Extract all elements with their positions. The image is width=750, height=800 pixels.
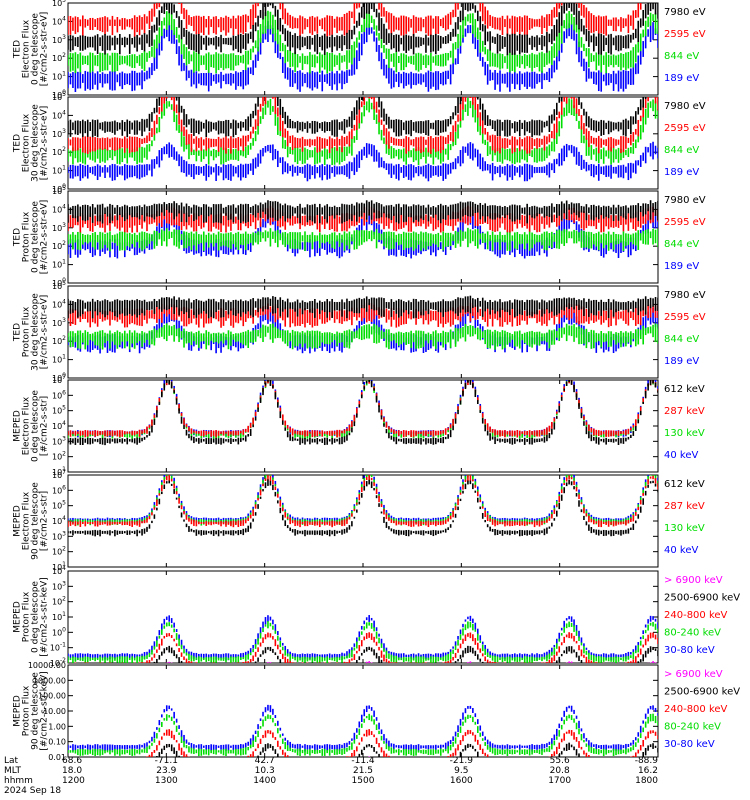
legend-entry: 189 eV — [664, 261, 699, 272]
y-tick-label: 103 — [52, 435, 66, 446]
y-tick-label: 103 — [52, 34, 66, 45]
y-tick-label: 102 — [52, 240, 66, 251]
series-2595-eV — [68, 3, 642, 37]
y-tick-label: 103 — [52, 128, 66, 139]
y-tick-label: 105 — [52, 91, 66, 102]
legend-entry: 7980 eV — [664, 7, 706, 18]
y-tick-label: 105 — [52, 280, 66, 291]
series-287-keV — [68, 380, 658, 438]
panel-frame — [67, 379, 659, 473]
series-189-eV — [68, 141, 658, 182]
legend-entry: 40 keV — [664, 450, 698, 461]
legend-entry: 844 eV — [664, 145, 699, 156]
y-axis-label: TEDProton Flux30 deg telescope[#/cm2-s-s… — [13, 293, 50, 371]
legend-entry: 189 eV — [664, 356, 699, 367]
y-tick-label: 104 — [52, 15, 66, 26]
y-tick-label: 102 — [52, 451, 66, 462]
y-tick-label: 105 — [52, 0, 66, 8]
y-tick-label: 105 — [52, 185, 66, 196]
y-tick-label: 101 — [52, 259, 66, 270]
y-tick-label: 104 — [52, 420, 66, 431]
y-tick-label: 102 — [52, 146, 66, 157]
y-tick-label: 100 — [52, 372, 66, 383]
y-tick-label: 107 — [52, 374, 66, 385]
y-axis-label: TEDProton Flux0 deg telescope[#/cm2-s-st… — [13, 200, 50, 275]
y-tick-label: 103 — [52, 222, 66, 233]
data-series — [68, 200, 658, 259]
y-tick-label: 104 — [52, 109, 66, 120]
series-189-eV — [68, 21, 658, 93]
series-844-eV — [68, 227, 658, 252]
legend-entry: 612 keV — [664, 384, 705, 395]
legend-entry: 189 eV — [664, 167, 699, 178]
legend-entry: 130 keV — [664, 428, 705, 439]
y-tick-label: 101 — [52, 354, 66, 365]
series-612-keV — [68, 380, 658, 446]
series-2595-eV — [68, 97, 658, 154]
legend-entry: 2595 eV — [664, 123, 706, 134]
y-tick-label: 104 — [52, 298, 66, 309]
y-tick-label: 100 — [52, 183, 66, 194]
series-844-eV — [68, 323, 658, 350]
series-7980-eV — [68, 295, 658, 319]
data-series — [68, 295, 658, 354]
y-axis-label: TEDElectron Flux30 deg telescope[#/cm2-s… — [13, 104, 50, 182]
legend-entry: 189 eV — [664, 73, 699, 84]
series-40-keV — [68, 380, 658, 438]
y-tick-label: 101 — [52, 165, 66, 176]
legend-entry: 2595 eV — [664, 312, 706, 323]
series-7980-eV — [68, 200, 658, 224]
y-tick-label: 102 — [52, 335, 66, 346]
y-tick-label: 101 — [52, 466, 66, 477]
data-series — [68, 3, 658, 93]
legend-entry: 2595 eV — [664, 217, 706, 228]
y-tick-label: 102 — [52, 52, 66, 63]
legend-entry: 844 eV — [664, 239, 699, 250]
legend-entry: 2595 eV — [664, 29, 706, 40]
y-axis-label: TEDElectron Flux0 deg telescope[#/cm2-s-… — [13, 12, 50, 87]
y-tick-label: 101 — [52, 71, 66, 82]
legend-entry: 7980 eV — [664, 290, 706, 301]
y-tick-label: 105 — [52, 405, 66, 416]
y-tick-label: 100 — [52, 277, 66, 288]
data-series — [68, 97, 658, 182]
legend-entry: 7980 eV — [664, 195, 706, 206]
legend-entry: 844 eV — [664, 51, 699, 62]
legend-entry: 844 eV — [664, 334, 699, 345]
legend-entry: 287 keV — [664, 406, 705, 417]
y-tick-label: 103 — [52, 317, 66, 328]
y-tick-label: 104 — [52, 203, 66, 214]
y-axis-label: MEPEDElectron Flux0 deg telescope[#/cm2-… — [13, 390, 50, 462]
y-tick-label: 106 — [52, 389, 66, 400]
series-7980-eV — [68, 97, 647, 138]
y-tick-label: 100 — [52, 89, 66, 100]
data-series — [68, 380, 658, 446]
series-7980-eV — [68, 3, 658, 56]
legend-entry: 7980 eV — [664, 101, 706, 112]
series-844-eV — [68, 10, 658, 74]
